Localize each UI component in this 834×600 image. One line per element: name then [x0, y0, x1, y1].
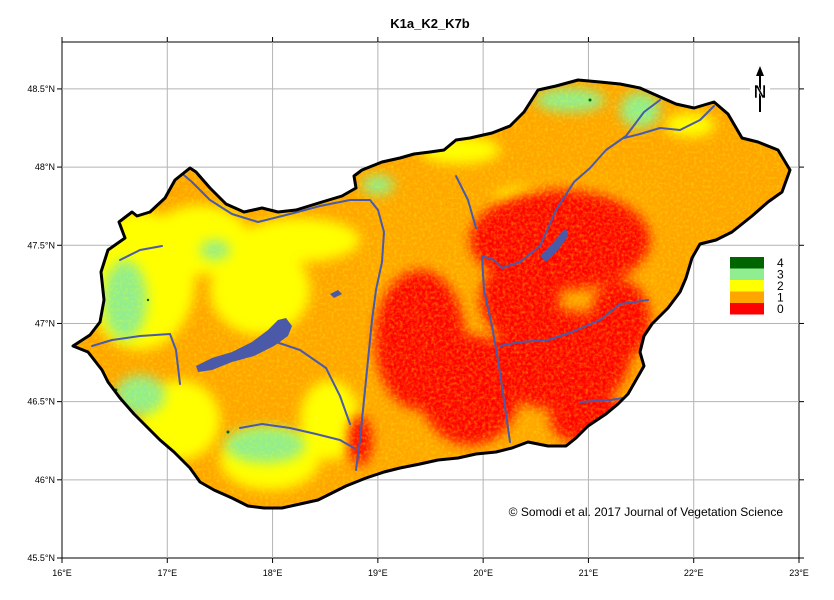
rivers [91, 99, 715, 471]
legend-label: 0 [777, 302, 784, 316]
lon-tick-label: 19°E [368, 568, 388, 578]
legend-label: 4 [777, 256, 784, 270]
legend-swatch [730, 268, 764, 280]
lon-tick-label: 21°E [579, 568, 599, 578]
lat-tick-label: 46°N [35, 475, 55, 485]
lat-tick-label: 48°N [35, 162, 55, 172]
lon-tick-label: 18°E [263, 568, 283, 578]
lat-tick-label: 47.5°N [27, 240, 55, 250]
lon-tick-label: 16°E [52, 568, 72, 578]
latitude-axis: 45.5°N 46°N 46.5°N 47°N 47.5°N 48°N 48.5°N [27, 84, 804, 563]
legend-swatch [730, 257, 764, 269]
legend-label: 1 [777, 291, 784, 305]
legend-label: 2 [777, 279, 784, 293]
lon-tick-label: 17°E [157, 568, 177, 578]
legend-label: 3 [777, 268, 784, 282]
map-title: K1a_K2_K7b [390, 16, 470, 31]
lakes [196, 228, 568, 372]
lon-tick-label: 22°E [684, 568, 704, 578]
lake-tisza [540, 228, 568, 262]
longitude-axis: 16°E 17°E 18°E 19°E 20°E 21°E 22°E 23°E [52, 37, 809, 578]
lat-tick-label: 47°N [35, 318, 55, 328]
lat-tick-label: 48.5°N [27, 84, 55, 94]
lake-balaton [196, 318, 292, 372]
lat-tick-label: 46.5°N [27, 397, 55, 407]
north-letter: N [754, 82, 767, 102]
lat-tick-label: 45.5°N [27, 553, 55, 563]
lon-tick-label: 20°E [473, 568, 493, 578]
lon-tick-label: 23°E [789, 568, 809, 578]
legend-swatch [730, 303, 764, 315]
north-arrow-icon: N [750, 66, 770, 114]
legend-swatch [730, 291, 764, 303]
copyright-notice: © Somodi et al. 2017 Journal of Vegetati… [509, 505, 784, 519]
legend-swatch [730, 280, 764, 292]
lake-velence [330, 290, 342, 298]
